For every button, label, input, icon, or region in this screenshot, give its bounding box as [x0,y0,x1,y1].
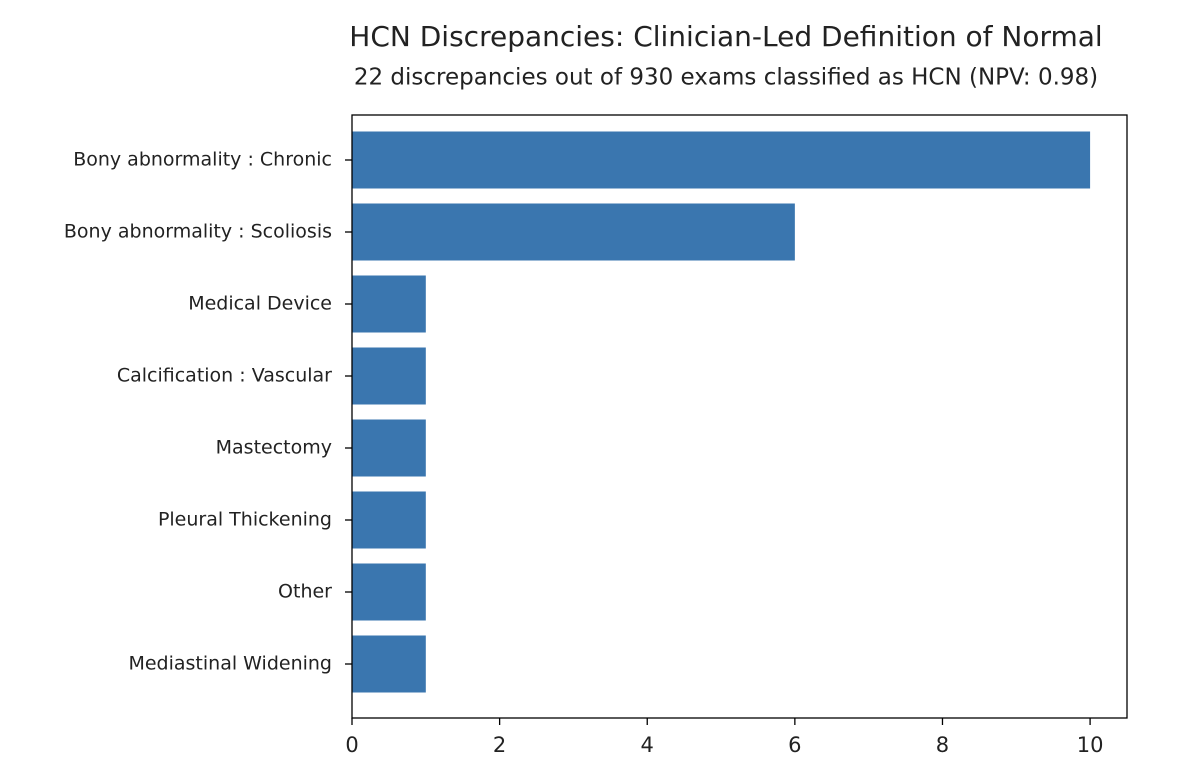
chart-subtitle: 22 discrepancies out of 930 exams classi… [354,65,1098,91]
y-tick-label: Pleural Thickening [158,509,332,531]
x-tick-label: 0 [345,733,358,757]
bar [352,275,426,333]
y-tick-label: Bony abnormality : Chronic [73,149,332,171]
y-tick-label: Medical Device [188,293,332,315]
x-tick-label: 8 [936,733,949,757]
y-tick-label: Mediastinal Widening [128,653,332,675]
y-tick-label: Calcification : Vascular [117,365,332,387]
y-tick-label: Mastectomy [216,437,332,459]
bar [352,347,426,405]
bar [352,563,426,621]
x-tick-label: 2 [493,733,506,757]
x-tick-label: 4 [641,733,654,757]
bar [352,131,1091,189]
bar [352,419,426,477]
chart-title: HCN Discrepancies: Clinician-Led Definit… [349,20,1102,53]
y-tick-label: Other [278,581,332,603]
y-tick-label: Bony abnormality : Scoliosis [64,221,332,243]
bar [352,635,426,693]
axes-frame [351,114,1128,719]
bar [352,203,795,261]
bar [352,491,426,549]
x-tick-label: 6 [788,733,801,757]
x-tick-label: 10 [1077,733,1104,757]
